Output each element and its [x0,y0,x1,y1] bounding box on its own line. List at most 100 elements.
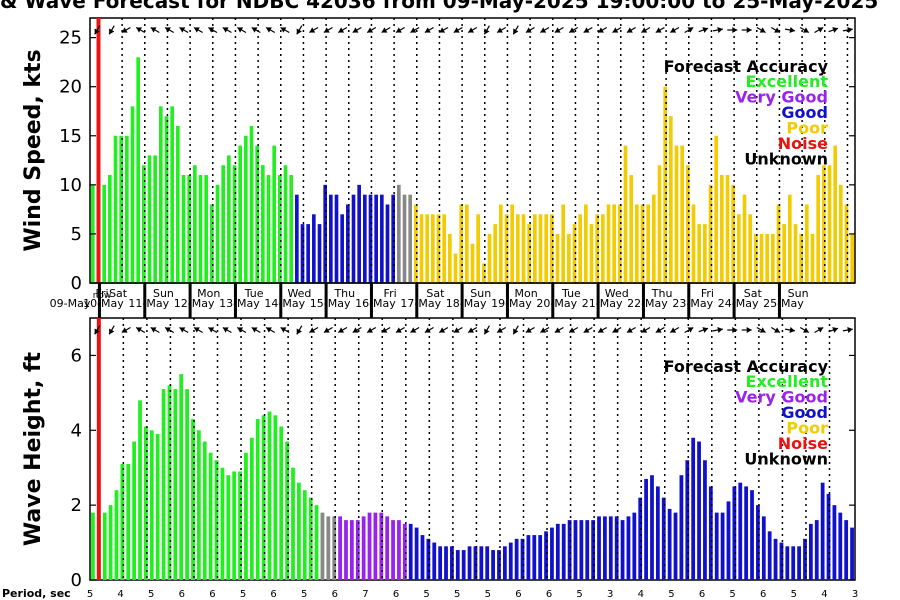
bar [767,531,772,580]
bar [779,542,784,580]
direction-arrow [770,326,781,334]
day-date: 17-May [400,297,441,310]
direction-arrow [323,26,333,34]
bar [595,214,599,283]
bar [363,194,367,283]
arrow-head [352,27,359,33]
arrow-head [789,327,795,333]
bar [567,520,572,580]
bar [657,165,662,283]
bar [833,145,837,283]
day-date: 15-May [310,297,351,310]
arrow-head [513,28,519,35]
bar [283,165,288,283]
legend-item: Poor [786,419,828,438]
arrow-head [453,27,460,33]
legend-item: Unknown [744,150,828,169]
arrow-head [803,327,809,333]
arrow-head [367,27,373,33]
direction-arrow [424,26,434,34]
bar [791,546,796,580]
bar [550,527,554,580]
direction-arrow [108,325,115,335]
bar [326,516,331,580]
arrow-head [109,28,115,35]
arrow-head [381,327,388,333]
bar [167,385,172,580]
bar [130,106,135,283]
y-tick-label: 20 [59,77,82,98]
day-date: 09-May [50,297,91,310]
direction-arrow [597,326,608,334]
arrow-head [395,327,402,333]
bar [385,516,390,580]
bar [320,512,325,580]
direction-arrow [208,26,218,34]
bar [408,194,412,283]
legend-item: Excellent [746,372,829,391]
direction-arrow [135,326,146,334]
direction-arrow [179,26,189,34]
bar [606,204,611,283]
chart-title: & Wave Forecast for NDBC 42036 from 09-M… [0,0,878,13]
bar [119,135,123,283]
arrow-head [774,327,780,333]
arrow-head [309,27,316,33]
bar [432,542,437,580]
bar [487,233,492,283]
arrow-head [702,27,709,33]
period-value: 5 [485,589,491,600]
arrow-head [338,327,345,333]
bar [788,194,792,283]
direction-arrow [770,26,781,34]
bar [108,175,112,283]
bar [397,520,401,580]
arrow-head [513,328,519,335]
direction-arrow [309,26,319,34]
bar [113,135,118,283]
y-tick-label: 5 [71,224,82,245]
direction-arrow [583,26,593,34]
period-value: 6 [332,589,338,600]
period-value: 6 [546,589,552,600]
arrow-head [410,27,417,33]
bar [461,550,466,580]
bar [255,419,260,580]
arrow-head [237,27,244,33]
bar [355,520,360,580]
bar [776,204,781,283]
bar [357,184,361,283]
bar [650,475,654,580]
bar [114,490,119,580]
bar [317,224,322,283]
direction-arrow [222,326,232,334]
bar [502,546,507,580]
bar [793,224,798,283]
bar [391,520,395,580]
arrow-head [323,27,330,33]
bar [785,546,790,580]
bar [279,426,284,580]
bar [499,204,503,283]
now-label: now [93,291,112,301]
bar [214,460,219,580]
bar [185,389,189,580]
bar [402,194,407,283]
bar [504,214,509,283]
arrow-head [193,27,200,33]
bar [623,145,628,283]
arrow-head [554,327,561,333]
bar [179,374,184,580]
bar [346,204,350,283]
bar [210,204,214,283]
bar [618,204,622,283]
y-tick-label: 4 [71,420,82,441]
day-name: Mon [515,287,538,300]
day-name: Thu [651,287,673,300]
bar [448,233,452,283]
bar [244,135,248,283]
bar [142,165,146,283]
bar [720,512,725,580]
arrow-head [165,327,171,333]
bar [249,437,254,580]
